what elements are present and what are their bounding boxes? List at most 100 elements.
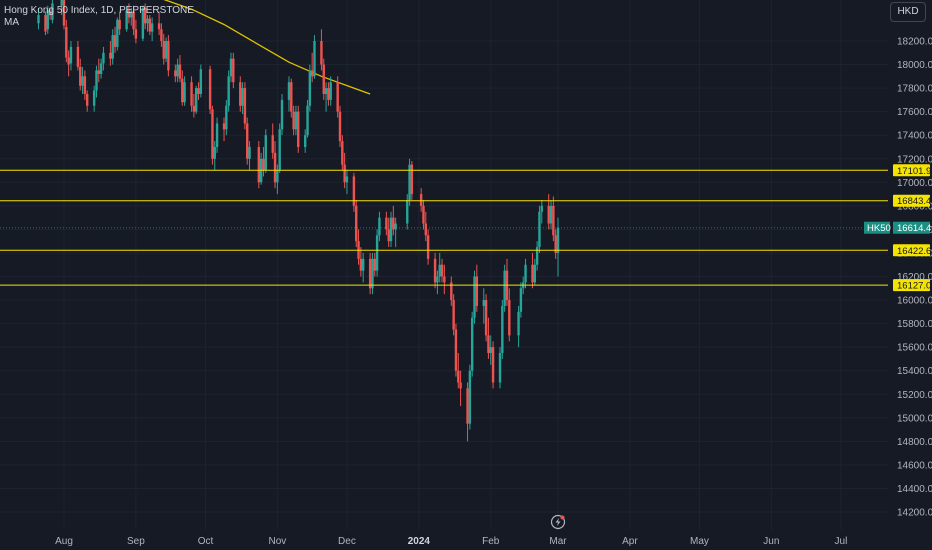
candle bbox=[197, 82, 200, 100]
indicator-label[interactable]: MA bbox=[4, 17, 19, 28]
time-axis[interactable]: Aug Sep Oct Nov Dec 2024 Feb Mar Apr May Jun Jul bbox=[55, 536, 847, 547]
candle bbox=[392, 205, 395, 236]
candle bbox=[473, 270, 476, 324]
y-tick-label: 17000.0 bbox=[897, 178, 932, 189]
candle bbox=[297, 105, 300, 153]
candle bbox=[213, 141, 216, 171]
candle bbox=[276, 164, 279, 195]
candle bbox=[150, 17, 154, 41]
candle bbox=[540, 199, 543, 224]
candle bbox=[308, 64, 312, 112]
candle bbox=[438, 252, 441, 283]
candle bbox=[287, 76, 291, 112]
moving-average-line bbox=[163, 0, 371, 95]
candle bbox=[394, 217, 397, 248]
candle bbox=[65, 19, 68, 63]
candle bbox=[167, 35, 170, 77]
svg-text:HK50: HK50 bbox=[867, 223, 891, 234]
candle bbox=[389, 211, 393, 248]
candle bbox=[262, 146, 265, 177]
lightning-icon[interactable] bbox=[550, 514, 566, 530]
candle bbox=[338, 105, 342, 147]
y-tick-label: 14200.0 bbox=[897, 508, 932, 519]
candle bbox=[466, 382, 469, 442]
symbol-title[interactable]: Hong Kong 50 Index, 1D, PEPPERSTONE bbox=[4, 5, 194, 16]
candle bbox=[454, 323, 458, 377]
candle bbox=[225, 99, 228, 136]
candle bbox=[130, 8, 133, 26]
x-tick-label: Jul bbox=[835, 536, 848, 547]
candle bbox=[264, 129, 267, 173]
candle bbox=[329, 76, 332, 106]
candle bbox=[190, 76, 193, 112]
candle bbox=[324, 82, 328, 112]
candle bbox=[538, 205, 541, 253]
candle bbox=[222, 117, 226, 142]
candle bbox=[46, 5, 49, 34]
x-tick-label: Feb bbox=[482, 536, 500, 547]
candle bbox=[482, 288, 485, 324]
candle bbox=[359, 247, 363, 277]
candle bbox=[79, 58, 82, 91]
candle bbox=[487, 317, 490, 359]
candle bbox=[508, 288, 511, 342]
price-axis[interactable]: 14200.0 14400.0 14600.0 14800.0 15000.0 15200… bbox=[897, 37, 932, 519]
y-tick-label: 18200.0 bbox=[897, 37, 932, 48]
candle bbox=[246, 117, 249, 165]
chart-legend: Hong Kong 50 Index, 1D, PEPPERSTONE MA bbox=[4, 5, 194, 29]
candle bbox=[433, 252, 437, 289]
y-tick-label: 15000.0 bbox=[897, 413, 932, 424]
candle bbox=[443, 264, 446, 295]
candles-layer bbox=[37, 0, 560, 442]
candle bbox=[552, 196, 555, 242]
candle bbox=[83, 70, 87, 100]
candle bbox=[102, 46, 105, 71]
currency-button[interactable]: HKD bbox=[890, 2, 926, 22]
candle bbox=[174, 64, 177, 83]
candle bbox=[519, 282, 523, 318]
candle bbox=[113, 26, 117, 53]
candle bbox=[290, 78, 293, 118]
y-tick-label: 15600.0 bbox=[897, 343, 932, 354]
candle bbox=[533, 258, 537, 285]
candle bbox=[313, 35, 316, 79]
candle bbox=[556, 217, 560, 277]
candle bbox=[505, 258, 509, 306]
candle bbox=[111, 29, 114, 65]
candle bbox=[436, 270, 439, 295]
candle bbox=[109, 41, 112, 66]
candle bbox=[336, 76, 339, 118]
candle bbox=[452, 294, 455, 336]
y-tick-label: 14400.0 bbox=[897, 484, 932, 495]
candle bbox=[248, 141, 251, 171]
candle bbox=[531, 252, 534, 289]
candle bbox=[48, 8, 52, 20]
y-tick-label: 16800.0 bbox=[897, 201, 932, 212]
horizontal-levels-layer bbox=[0, 169, 888, 286]
candle bbox=[141, 5, 145, 41]
candle bbox=[160, 23, 163, 47]
candle bbox=[292, 105, 295, 136]
candle bbox=[424, 211, 428, 242]
candle bbox=[535, 241, 539, 271]
x-tick-label: Dec bbox=[338, 536, 356, 547]
last-price-label: 16614.4 bbox=[893, 221, 931, 234]
candle bbox=[60, 0, 63, 16]
y-tick-label: 14600.0 bbox=[897, 460, 932, 471]
y-tick-label: 14800.0 bbox=[897, 437, 932, 448]
svg-text:17101.9: 17101.9 bbox=[897, 166, 931, 177]
y-tick-label: 17200.0 bbox=[897, 154, 932, 165]
candle bbox=[208, 65, 212, 115]
candle bbox=[378, 211, 381, 242]
candle bbox=[176, 58, 179, 83]
candle bbox=[278, 123, 281, 173]
candle bbox=[148, 15, 152, 36]
x-tick-label: 2024 bbox=[408, 536, 431, 547]
candle bbox=[37, 8, 40, 30]
candle bbox=[232, 52, 235, 89]
candle bbox=[194, 85, 198, 115]
candle bbox=[132, 5, 135, 36]
candle bbox=[146, 15, 149, 32]
candle bbox=[385, 211, 388, 236]
